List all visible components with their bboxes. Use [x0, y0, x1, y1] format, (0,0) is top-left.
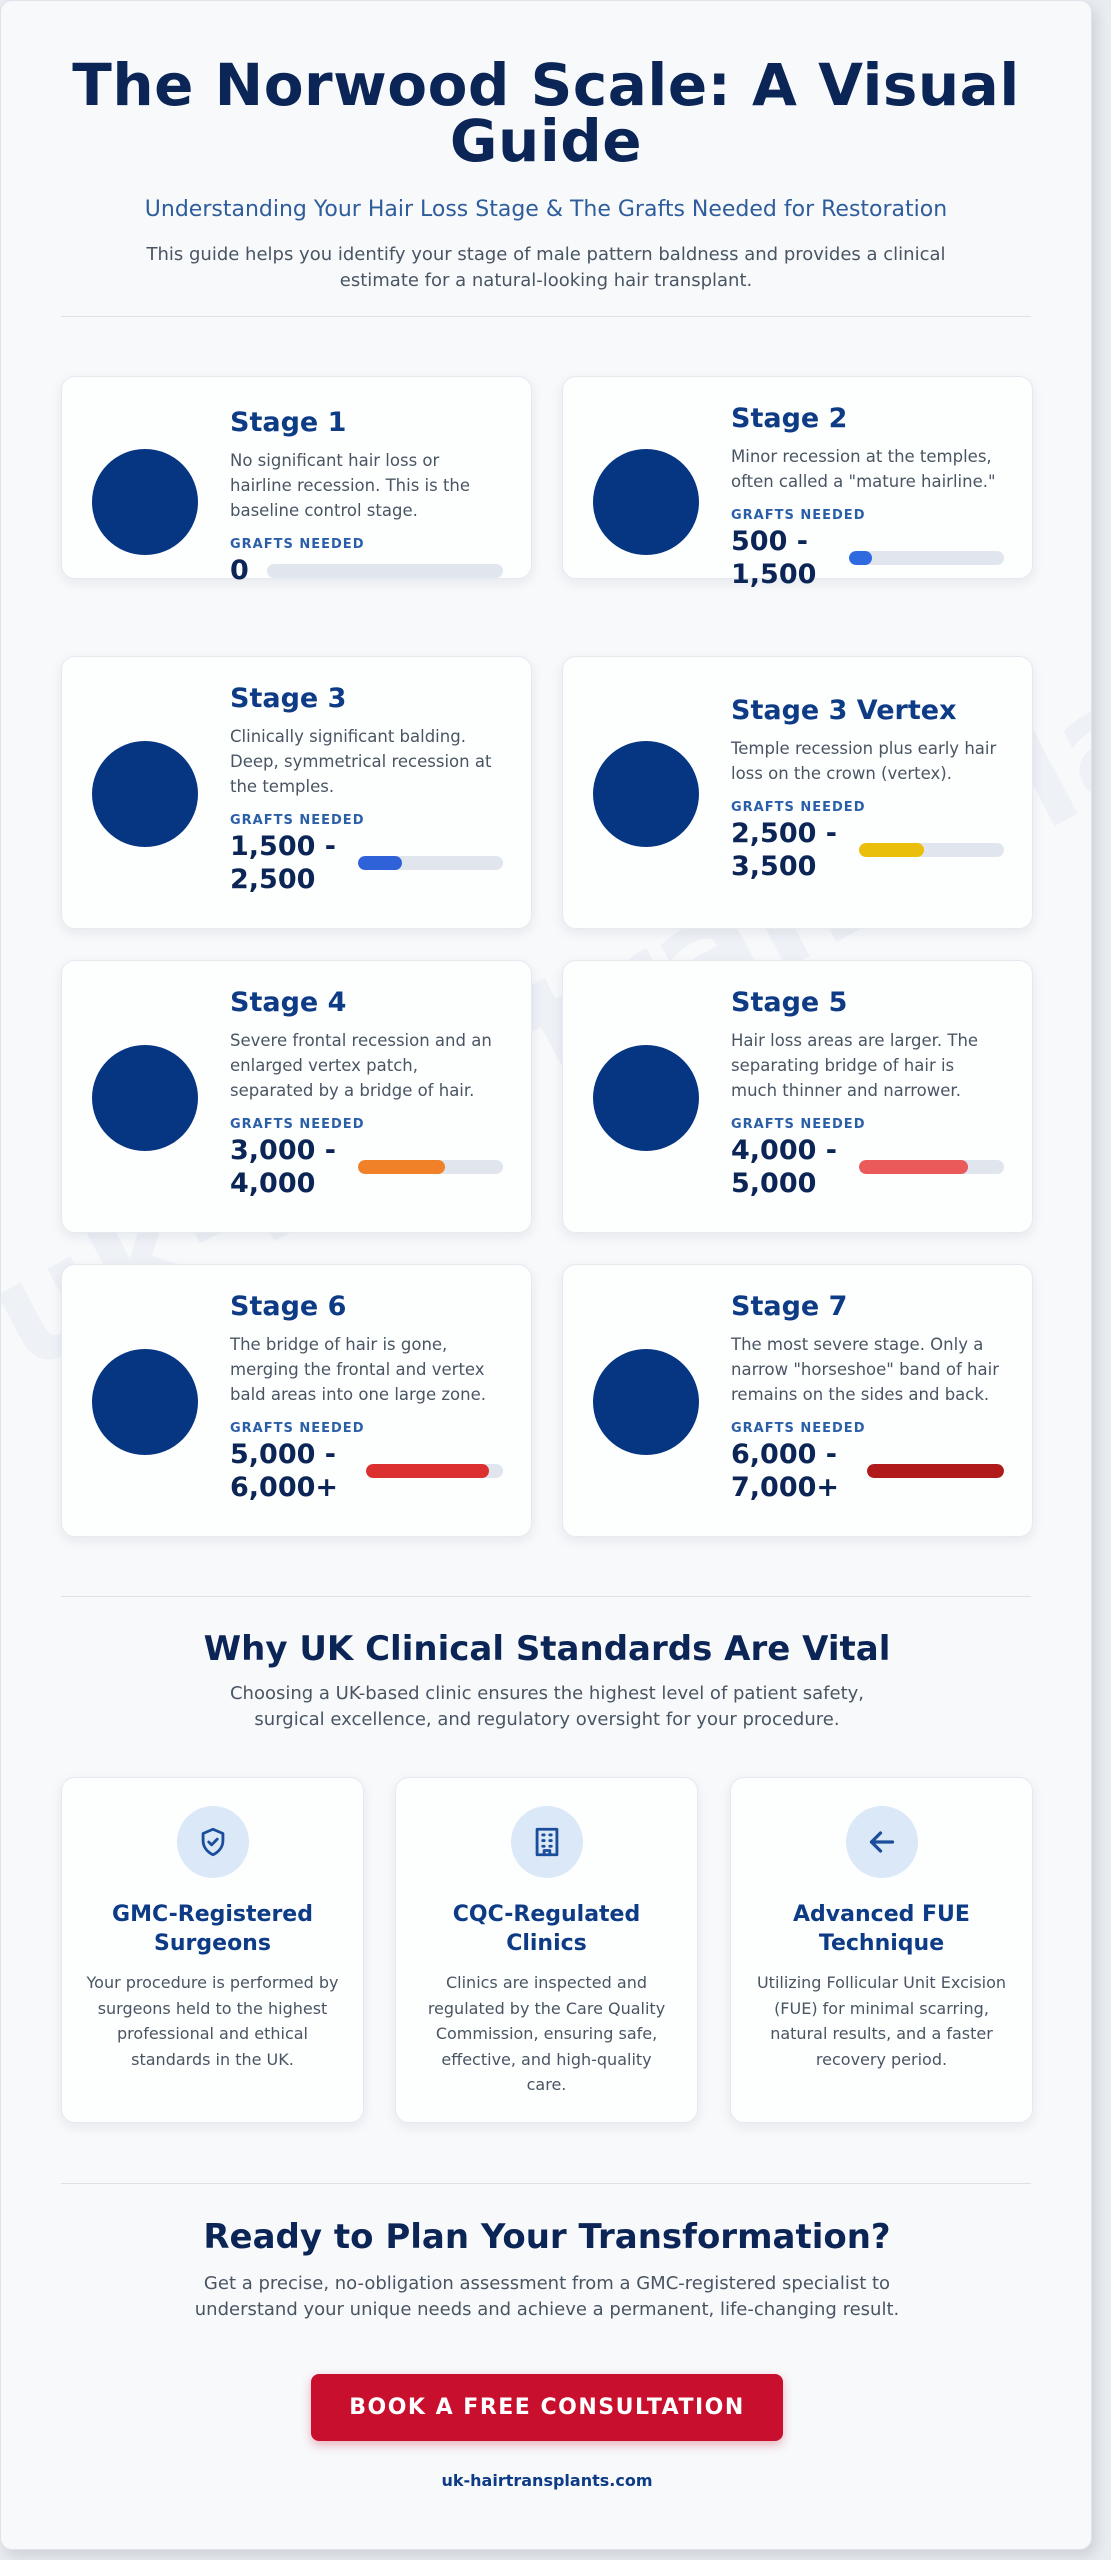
stage-description: Severe frontal recession and an enlarged…	[230, 1031, 492, 1100]
stage-title: Stage 3	[230, 683, 347, 714]
grafts-value: 3,000 - 4,000	[230, 1135, 337, 1199]
grafts-bar-fill	[859, 843, 925, 857]
page-subtitle: Understanding Your Hair Loss Stage & The…	[144, 197, 948, 222]
stage-card: Stage 7 The most severe stage. Only a na…	[562, 1264, 1033, 1537]
grafts-label: GRAFTS NEEDED	[731, 1421, 866, 1436]
feature-text: Your procedure is performed by surgeons …	[86, 1973, 339, 2069]
feature-card: Advanced FUE Technique Utilizing Follicu…	[730, 1777, 1033, 2123]
grafts-bar	[358, 1160, 503, 1174]
feature-title: GMC-Registered Surgeons	[112, 1902, 313, 1956]
grafts-label: GRAFTS NEEDED	[731, 1117, 866, 1132]
grafts-bar	[859, 1160, 1004, 1174]
stage-title: Stage 2	[731, 403, 848, 434]
divider	[61, 2183, 1031, 2184]
grafts-bar-fill	[859, 1160, 968, 1174]
stage-illustration	[593, 449, 699, 555]
grafts-bar-fill	[867, 1464, 1004, 1478]
stage-title: Stage 4	[230, 987, 347, 1018]
grafts-value: 4,000 - 5,000	[731, 1135, 838, 1199]
grafts-bar	[867, 1464, 1004, 1478]
stage-description: Temple recession plus early hair loss on…	[731, 739, 997, 783]
grafts-bar	[849, 551, 1004, 565]
grafts-value: 500 - 1,500	[731, 526, 817, 590]
grafts-bar	[859, 843, 1004, 857]
stage-title: Stage 1	[230, 407, 347, 438]
feature-title: CQC-Regulated Clinics	[452, 1902, 641, 1956]
divider	[61, 1596, 1031, 1597]
stage-card: Stage 3 Clinically significant balding. …	[61, 656, 532, 929]
arrow-left-icon	[845, 1806, 918, 1878]
grafts-bar	[266, 563, 503, 578]
grafts-label: GRAFTS NEEDED	[230, 537, 365, 552]
stage-card: Stage 2 Minor recession at the temples, …	[562, 376, 1033, 590]
grafts-value: 1,500 - 2,500	[230, 831, 337, 895]
cta-section: Ready to Plan Your Transformation? Get a…	[61, 2217, 1033, 2323]
feature-card: CQC-Regulated Clinics Clinics are inspec…	[395, 1777, 698, 2123]
stage-illustration	[92, 741, 198, 847]
cta-text: Get a precise, no-obligation assessment …	[194, 2273, 900, 2320]
grafts-bar-fill	[358, 1160, 445, 1174]
stage-illustration	[92, 1045, 198, 1151]
grafts-label: GRAFTS NEEDED	[230, 1421, 365, 1436]
stage-title: Stage 3 Vertex	[731, 695, 957, 726]
stage-title: Stage 7	[731, 1291, 848, 1322]
infographic-page: uk-hairtransplants.com The Norwood Scale…	[0, 0, 1092, 2550]
feature-title: Advanced FUE Technique	[793, 1902, 970, 1956]
grafts-value: 6,000 - 7,000+	[731, 1439, 840, 1503]
stage-description: The bridge of hair is gone, merging the …	[230, 1335, 486, 1404]
feature-card: GMC-Registered Surgeons Your procedure i…	[61, 1777, 364, 2123]
stage-illustration	[593, 1349, 699, 1455]
book-consultation-button[interactable]: BOOK A FREE CONSULTATION	[311, 2374, 783, 2441]
stage-title: Stage 5	[731, 987, 848, 1018]
stage-illustration	[92, 449, 198, 555]
stage-card: Stage 4 Severe frontal recession and an …	[61, 960, 532, 1233]
header: The Norwood Scale: A Visual Guide Unders…	[1, 1, 1091, 294]
divider	[61, 316, 1031, 317]
grafts-label: GRAFTS NEEDED	[230, 813, 365, 828]
feature-text: Utilizing Follicular Unit Excision (FUE)…	[756, 1973, 1007, 2069]
grafts-value: 2,500 - 3,500	[731, 818, 838, 882]
grafts-bar	[358, 856, 503, 870]
stage-description: Clinically significant balding. Deep, sy…	[230, 727, 492, 796]
grafts-bar-fill	[849, 551, 873, 565]
stage-description: The most severe stage. Only a narrow "ho…	[731, 1335, 999, 1404]
standards-section: Why UK Clinical Standards Are Vital Choo…	[61, 1629, 1033, 1733]
grafts-label: GRAFTS NEEDED	[731, 508, 866, 523]
grafts-label: GRAFTS NEEDED	[731, 800, 866, 815]
standards-title: Why UK Clinical Standards Are Vital	[203, 1629, 891, 1669]
shield-check-icon	[176, 1806, 249, 1878]
stage-description: No significant hair loss or hairline rec…	[230, 451, 471, 520]
grafts-value: 5,000 - 6,000+	[230, 1439, 339, 1503]
feature-text: Clinics are inspected and regulated by t…	[427, 1973, 666, 2094]
grafts-label: GRAFTS NEEDED	[230, 1117, 365, 1132]
stage-illustration	[92, 1349, 198, 1455]
stage-card: Stage 3 Vertex Temple recession plus ear…	[562, 656, 1033, 929]
stage-description: Minor recession at the temples, often ca…	[731, 447, 996, 491]
grafts-bar-fill	[358, 856, 402, 870]
building-icon	[510, 1806, 583, 1878]
stage-illustration	[593, 741, 699, 847]
intro-text: This guide helps you identify your stage…	[146, 244, 946, 291]
stage-description: Hair loss areas are larger. The separati…	[731, 1031, 979, 1100]
stage-card: Stage 1 No significant hair loss or hair…	[61, 376, 532, 586]
standards-text: Choosing a UK-based clinic ensures the h…	[229, 1683, 865, 1730]
stage-card: Stage 6 The bridge of hair is gone, merg…	[61, 1264, 532, 1537]
cta-title: Ready to Plan Your Transformation?	[203, 2217, 891, 2257]
grafts-value: 0	[230, 555, 249, 586]
grafts-bar-fill	[366, 1464, 490, 1478]
stage-title: Stage 6	[230, 1291, 347, 1322]
page-title: The Norwood Scale: A Visual Guide	[72, 51, 1020, 175]
website-link[interactable]: uk-hairtransplants.com	[441, 2471, 653, 2490]
stage-card: Stage 5 Hair loss areas are larger. The …	[562, 960, 1033, 1233]
grafts-bar	[366, 1464, 503, 1478]
stage-illustration	[593, 1045, 699, 1151]
